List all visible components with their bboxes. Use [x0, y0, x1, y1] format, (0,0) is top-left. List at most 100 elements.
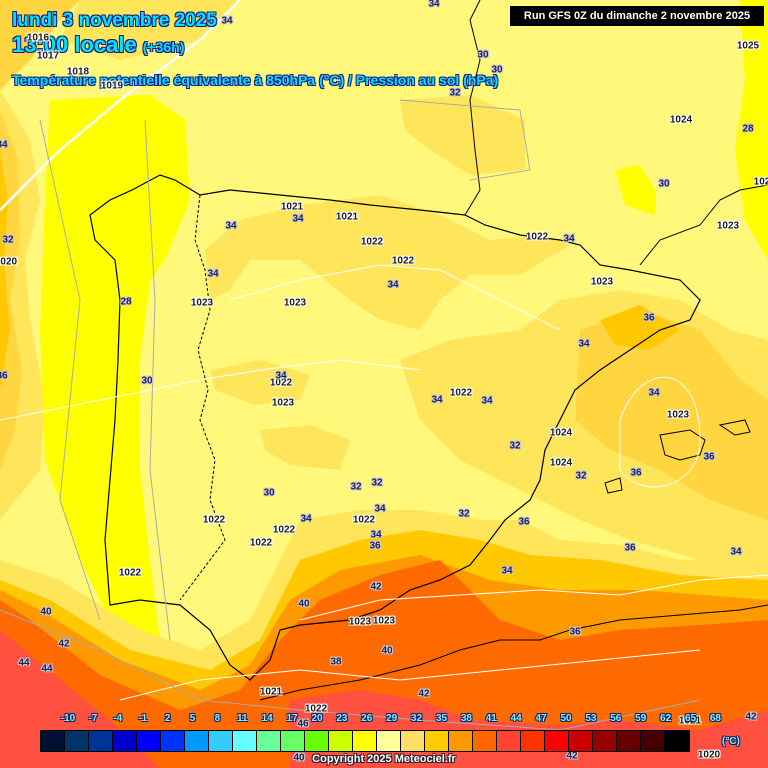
- legend-swatch: [353, 731, 377, 751]
- pressure-label: 1021: [678, 715, 702, 727]
- legend-swatch: [449, 731, 473, 751]
- pressure-label: 1022: [202, 514, 226, 526]
- pressure-label: 1021: [280, 201, 304, 213]
- legend-tick: 20: [311, 713, 323, 724]
- temperature-label: 42: [745, 711, 757, 723]
- temperature-label: 34: [300, 513, 312, 525]
- legend-swatch: [593, 731, 617, 751]
- legend-swatch: [665, 731, 689, 751]
- temperature-label: 34: [730, 546, 742, 558]
- pressure-label: 1023: [348, 616, 372, 628]
- legend-tick: -10: [60, 713, 76, 724]
- temperature-label: 40: [381, 645, 393, 657]
- legend-swatch: [401, 731, 425, 751]
- pressure-label: 1022: [249, 537, 273, 549]
- temperature-label: 42: [566, 750, 578, 762]
- legend-tick: 2: [164, 713, 171, 724]
- temperature-label: 34: [374, 503, 386, 515]
- legend-tick: -7: [88, 713, 98, 724]
- map-subtitle: Température potentielle équivalente à 85…: [12, 72, 499, 88]
- legend-tick: 56: [610, 713, 622, 724]
- pressure-label: 1019: [100, 80, 124, 92]
- pressure-label: 1021: [335, 211, 359, 223]
- legend-unit: (°C): [722, 736, 740, 747]
- legend-tick: 59: [635, 713, 647, 724]
- temperature-label: 36: [630, 467, 642, 479]
- pressure-label: 1023: [666, 409, 690, 421]
- legend-tick: 29: [386, 713, 398, 724]
- temperature-label: 34: [563, 233, 575, 245]
- temperature-label: 36: [569, 626, 581, 638]
- legend-tick: 17: [286, 713, 298, 724]
- legend-swatch: [137, 731, 161, 751]
- legend-swatch: [41, 731, 65, 751]
- legend-tick: 50: [560, 713, 572, 724]
- pressure-label: 1020: [0, 256, 18, 268]
- legend-tick: 68: [709, 713, 721, 724]
- legend-tick: 53: [585, 713, 597, 724]
- legend-swatch: [281, 731, 305, 751]
- pressure-label: 1023: [590, 276, 614, 288]
- temperature-label: 34: [578, 338, 590, 350]
- legend-swatch: [161, 731, 185, 751]
- legend-tick: 65: [684, 713, 697, 724]
- temperature-label: 32: [449, 87, 461, 99]
- legend-tick: 38: [460, 713, 472, 724]
- pressure-label: 102: [753, 176, 768, 188]
- pressure-label: 1022: [360, 236, 384, 248]
- legend-swatch: [185, 731, 209, 751]
- pressure-label: 1022: [525, 231, 549, 243]
- legend-swatch: [521, 731, 545, 751]
- legend-tick: 62: [660, 713, 672, 724]
- temperature-label: 36: [643, 312, 655, 324]
- legend-swatch: [329, 731, 353, 751]
- temperature-label: 30: [491, 64, 503, 76]
- pressure-label: 1018: [66, 66, 90, 78]
- legend-tick: 14: [261, 713, 273, 724]
- pressure-label: 1022: [118, 567, 142, 579]
- temperature-label: 40: [293, 752, 305, 764]
- legend-swatch: [545, 731, 569, 751]
- temperature-label: 34: [207, 268, 219, 280]
- pressure-label: 1022: [352, 514, 376, 526]
- legend-swatch: [641, 731, 665, 751]
- temperature-label: 44: [41, 663, 53, 675]
- pressure-label: 1020: [697, 749, 721, 761]
- pressure-label: 1021: [259, 686, 283, 698]
- pressure-label: 1024: [669, 114, 693, 126]
- pressure-label: 1025: [736, 40, 760, 52]
- temperature-label: 34: [648, 387, 660, 399]
- temperature-label: 36: [518, 516, 530, 528]
- pressure-label: 1017: [36, 50, 60, 62]
- legend-tick: -1: [138, 713, 148, 724]
- model-run-info: Run GFS 0Z du dimanche 2 novembre 2025: [510, 6, 764, 26]
- legend-tick: 8: [214, 713, 221, 724]
- legend-swatch: [377, 731, 401, 751]
- legend-swatch: [209, 731, 233, 751]
- legend-tick: 23: [336, 713, 348, 724]
- temperature-label: 32: [509, 440, 521, 452]
- legend-swatch: [305, 731, 329, 751]
- temperature-label: 30: [141, 375, 153, 387]
- temperature-label: 34: [0, 139, 8, 151]
- legend-swatch: [425, 731, 449, 751]
- temperature-label: 34: [431, 394, 443, 406]
- legend-tick: 26: [361, 713, 373, 724]
- temperature-label: 36: [703, 451, 715, 463]
- pressure-label: 1023: [190, 297, 214, 309]
- temperature-label: 38: [330, 656, 342, 668]
- temperature-label: 34: [370, 529, 382, 541]
- legend-tick: 5: [189, 713, 196, 724]
- temperature-label: 32: [350, 481, 362, 493]
- temperature-label: 46: [297, 718, 309, 730]
- forecast-local-time: 13:00 locale: [12, 32, 137, 57]
- temperature-label: 34: [292, 213, 304, 225]
- temperature-label: 34: [275, 370, 287, 382]
- pressure-label: 1024: [549, 457, 573, 469]
- temperature-label: 34: [225, 220, 237, 232]
- legend-swatch: [473, 731, 497, 751]
- temperature-label: 40: [298, 598, 310, 610]
- pressure-label: 1023: [372, 615, 396, 627]
- pressure-label: 1022: [269, 377, 293, 389]
- legend-tick: 47: [535, 713, 547, 724]
